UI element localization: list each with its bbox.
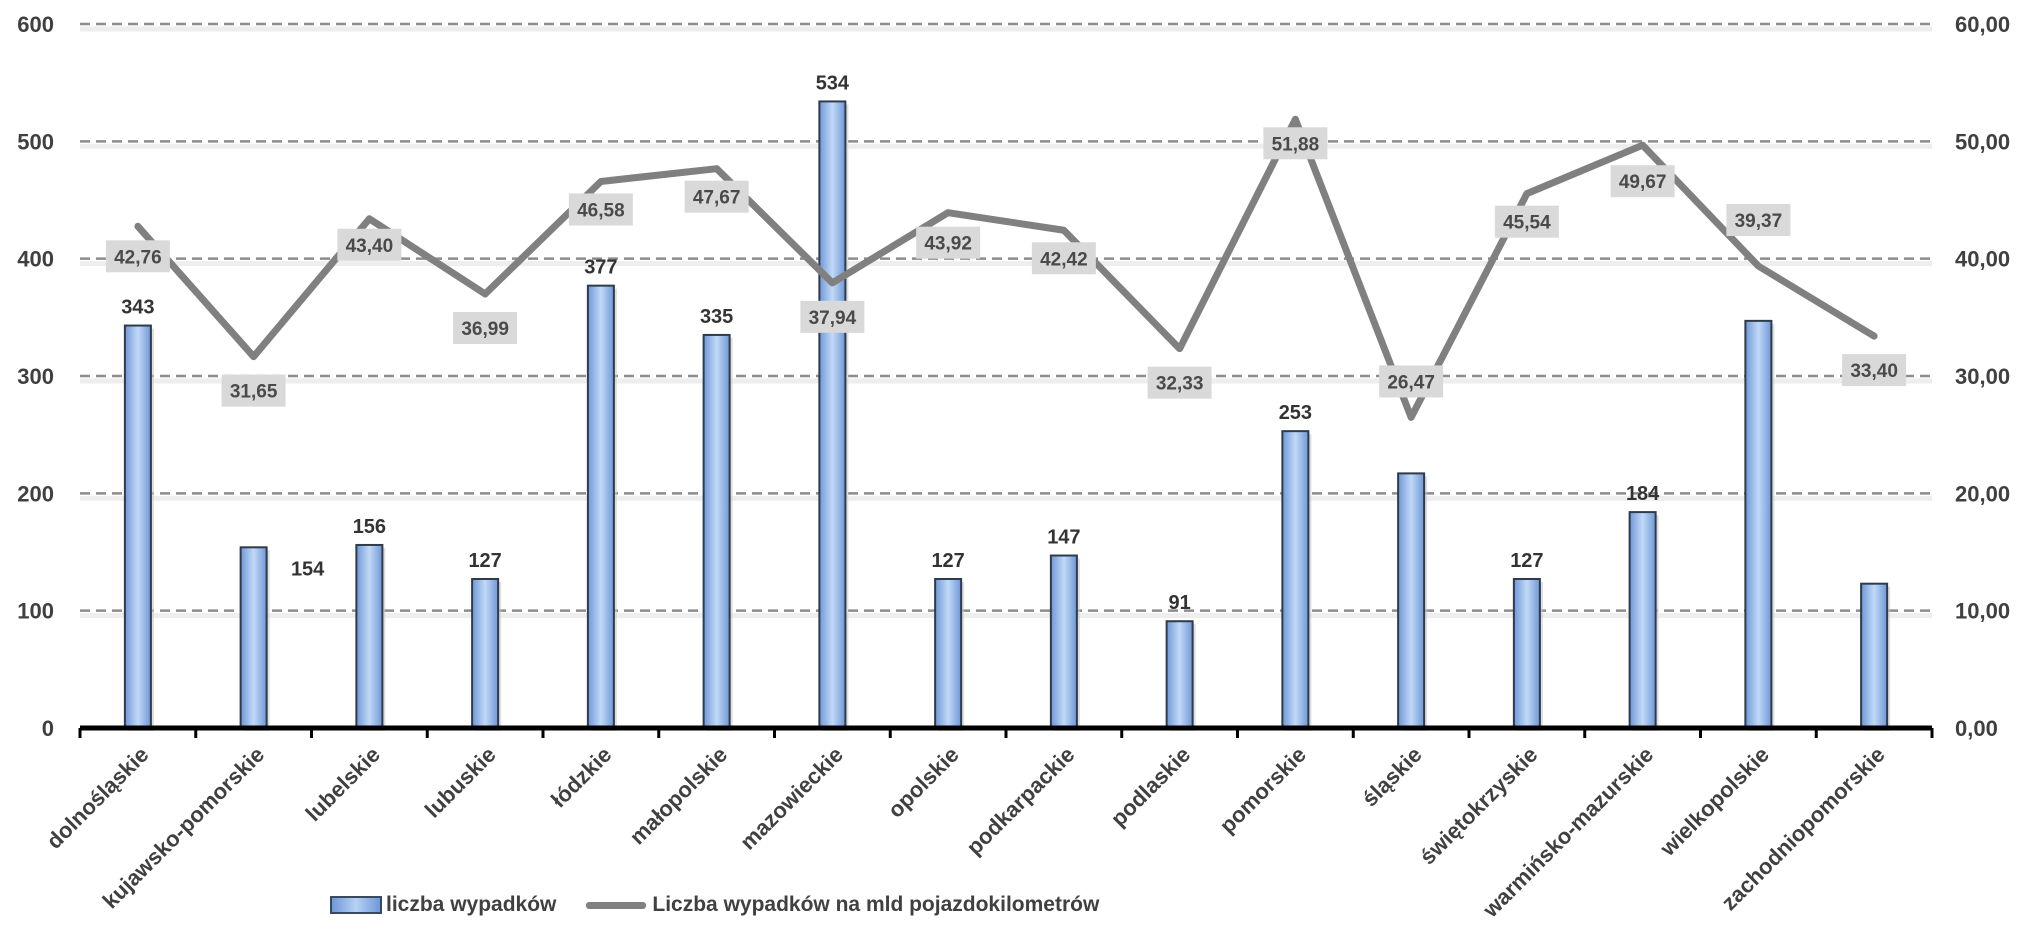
y-left-tick-label: 0: [42, 716, 54, 741]
line-data-label: 32,33: [1156, 374, 1204, 395]
x-tick-label: lubuskie: [420, 742, 501, 823]
y-right-tick-label: 10,00: [1955, 599, 2010, 624]
line-data-label: 33,40: [1850, 361, 1898, 382]
y-right-tick-label: 60,00: [1955, 12, 2010, 37]
line-data-label: 43,40: [346, 236, 394, 257]
line-series: [134, 115, 1878, 421]
bar: [1512, 577, 1541, 730]
y-left-tick-label: 200: [17, 481, 54, 506]
x-tick-label: łódzkie: [546, 742, 616, 812]
bar: [1165, 620, 1194, 730]
line-data-label: 47,67: [693, 188, 741, 209]
bar-data-label: 147: [1047, 527, 1080, 549]
line-data-label-box: [337, 228, 402, 261]
line-data-label: 49,67: [1619, 172, 1667, 193]
x-tick-label: wielkopolskie: [1654, 742, 1774, 862]
line-data-label: 42,42: [1040, 249, 1088, 270]
line-data-label: 46,58: [577, 200, 625, 221]
bar: [1628, 511, 1657, 730]
line-data-label-box: [916, 226, 981, 259]
bar: [818, 100, 847, 729]
line-data-label: 45,54: [1503, 213, 1551, 234]
bar: [1744, 319, 1773, 729]
line-data-label-box: [1031, 242, 1096, 275]
bar: [239, 546, 268, 729]
line-data-label-box: [1494, 205, 1559, 238]
line-data-label-box: [684, 180, 749, 213]
line-data-label-box: [1610, 165, 1675, 198]
y-left-tick-label: 100: [17, 599, 54, 624]
line-data-label-box: [568, 193, 633, 226]
line-data-label: 43,92: [924, 234, 972, 255]
line-data-label: 31,65: [230, 382, 278, 403]
y-left-tick-label: 400: [17, 247, 54, 272]
bar: [123, 324, 152, 729]
line-data-label: 26,47: [1387, 372, 1435, 393]
y-right-tick-label: 40,00: [1955, 247, 2010, 272]
x-tick-label: opolskie: [883, 742, 964, 823]
line-data-label-box: [800, 300, 865, 333]
legend-bar-label: liczba wypadków: [386, 893, 557, 916]
bar-data-label: 377: [584, 257, 617, 279]
y-left-tick-label: 300: [17, 364, 54, 389]
x-tick-label: dolnośląskie: [41, 742, 153, 854]
bar: [1397, 472, 1426, 729]
line-data-label-box: [1726, 204, 1791, 237]
line-data-label: 51,88: [1272, 134, 1320, 155]
bar: [1860, 582, 1889, 729]
bar: [702, 333, 731, 729]
x-tick-label: podlaskie: [1106, 742, 1195, 831]
bar: [1049, 554, 1078, 730]
bar-data-label: 127: [1510, 550, 1543, 572]
y-right-tick-label: 20,00: [1955, 481, 2010, 506]
line-data-label: 36,99: [461, 319, 509, 340]
line-data-label-box: [1379, 365, 1444, 398]
line-data-label: 39,37: [1735, 211, 1783, 232]
x-tick-label: podkarpackie: [961, 742, 1079, 860]
line-data-label: 37,94: [809, 308, 857, 329]
y-right-tick-label: 0,00: [1955, 716, 1998, 741]
bar-data-label: 127: [468, 550, 501, 572]
bar-data-label: 154: [291, 558, 325, 580]
legend-bar-swatch: [330, 896, 382, 914]
line-data-label-box: [1842, 354, 1907, 387]
x-tick-label: świętokrzyskie: [1415, 742, 1543, 870]
line-data-label-box: [1147, 366, 1212, 399]
x-tick-label: lubelskie: [301, 742, 385, 826]
x-tick-label: śląskie: [1357, 742, 1427, 812]
y-left-tick-label: 500: [17, 129, 54, 154]
bar-data-label: 184: [1626, 483, 1660, 505]
y-right-tick-label: 50,00: [1955, 129, 2010, 154]
bar-data-label: 343: [121, 297, 154, 319]
x-tick-label: mazowieckie: [735, 742, 848, 855]
legend-item-line: Liczba wypadków na mld pojazdokilometrów: [586, 893, 1099, 917]
bar: [586, 284, 615, 729]
bar: [934, 577, 963, 730]
bar-data-label: 534: [816, 72, 850, 94]
legend-item-bars: liczba wypadków: [330, 893, 556, 917]
line-data-label: 42,76: [114, 247, 162, 268]
line-data-label-box: [105, 240, 170, 273]
bar-data-label: 253: [1279, 402, 1312, 424]
bar-data-label: 91: [1169, 592, 1191, 614]
chart-legend: liczba wypadków Liczba wypadków na mld p…: [330, 893, 1129, 917]
legend-line-swatch: [586, 901, 647, 909]
bar: [1281, 430, 1310, 729]
y-right-tick-label: 30,00: [1955, 364, 2010, 389]
bar: [355, 543, 384, 730]
bar-data-label: 127: [931, 550, 964, 572]
bar-data-label: 335: [700, 306, 733, 328]
bar-data-label: 156: [353, 516, 386, 538]
bar: [471, 577, 500, 730]
line-data-label-box: [1263, 127, 1328, 160]
legend-line-label: Liczba wypadków na mld pojazdokilometrów: [652, 893, 1100, 916]
line-data-label-box: [221, 374, 286, 407]
line-data-label-box: [453, 311, 518, 344]
x-tick-label: małopolskie: [625, 742, 733, 850]
y-left-tick-label: 600: [17, 12, 54, 37]
x-tick-label: pomorskie: [1215, 742, 1311, 838]
